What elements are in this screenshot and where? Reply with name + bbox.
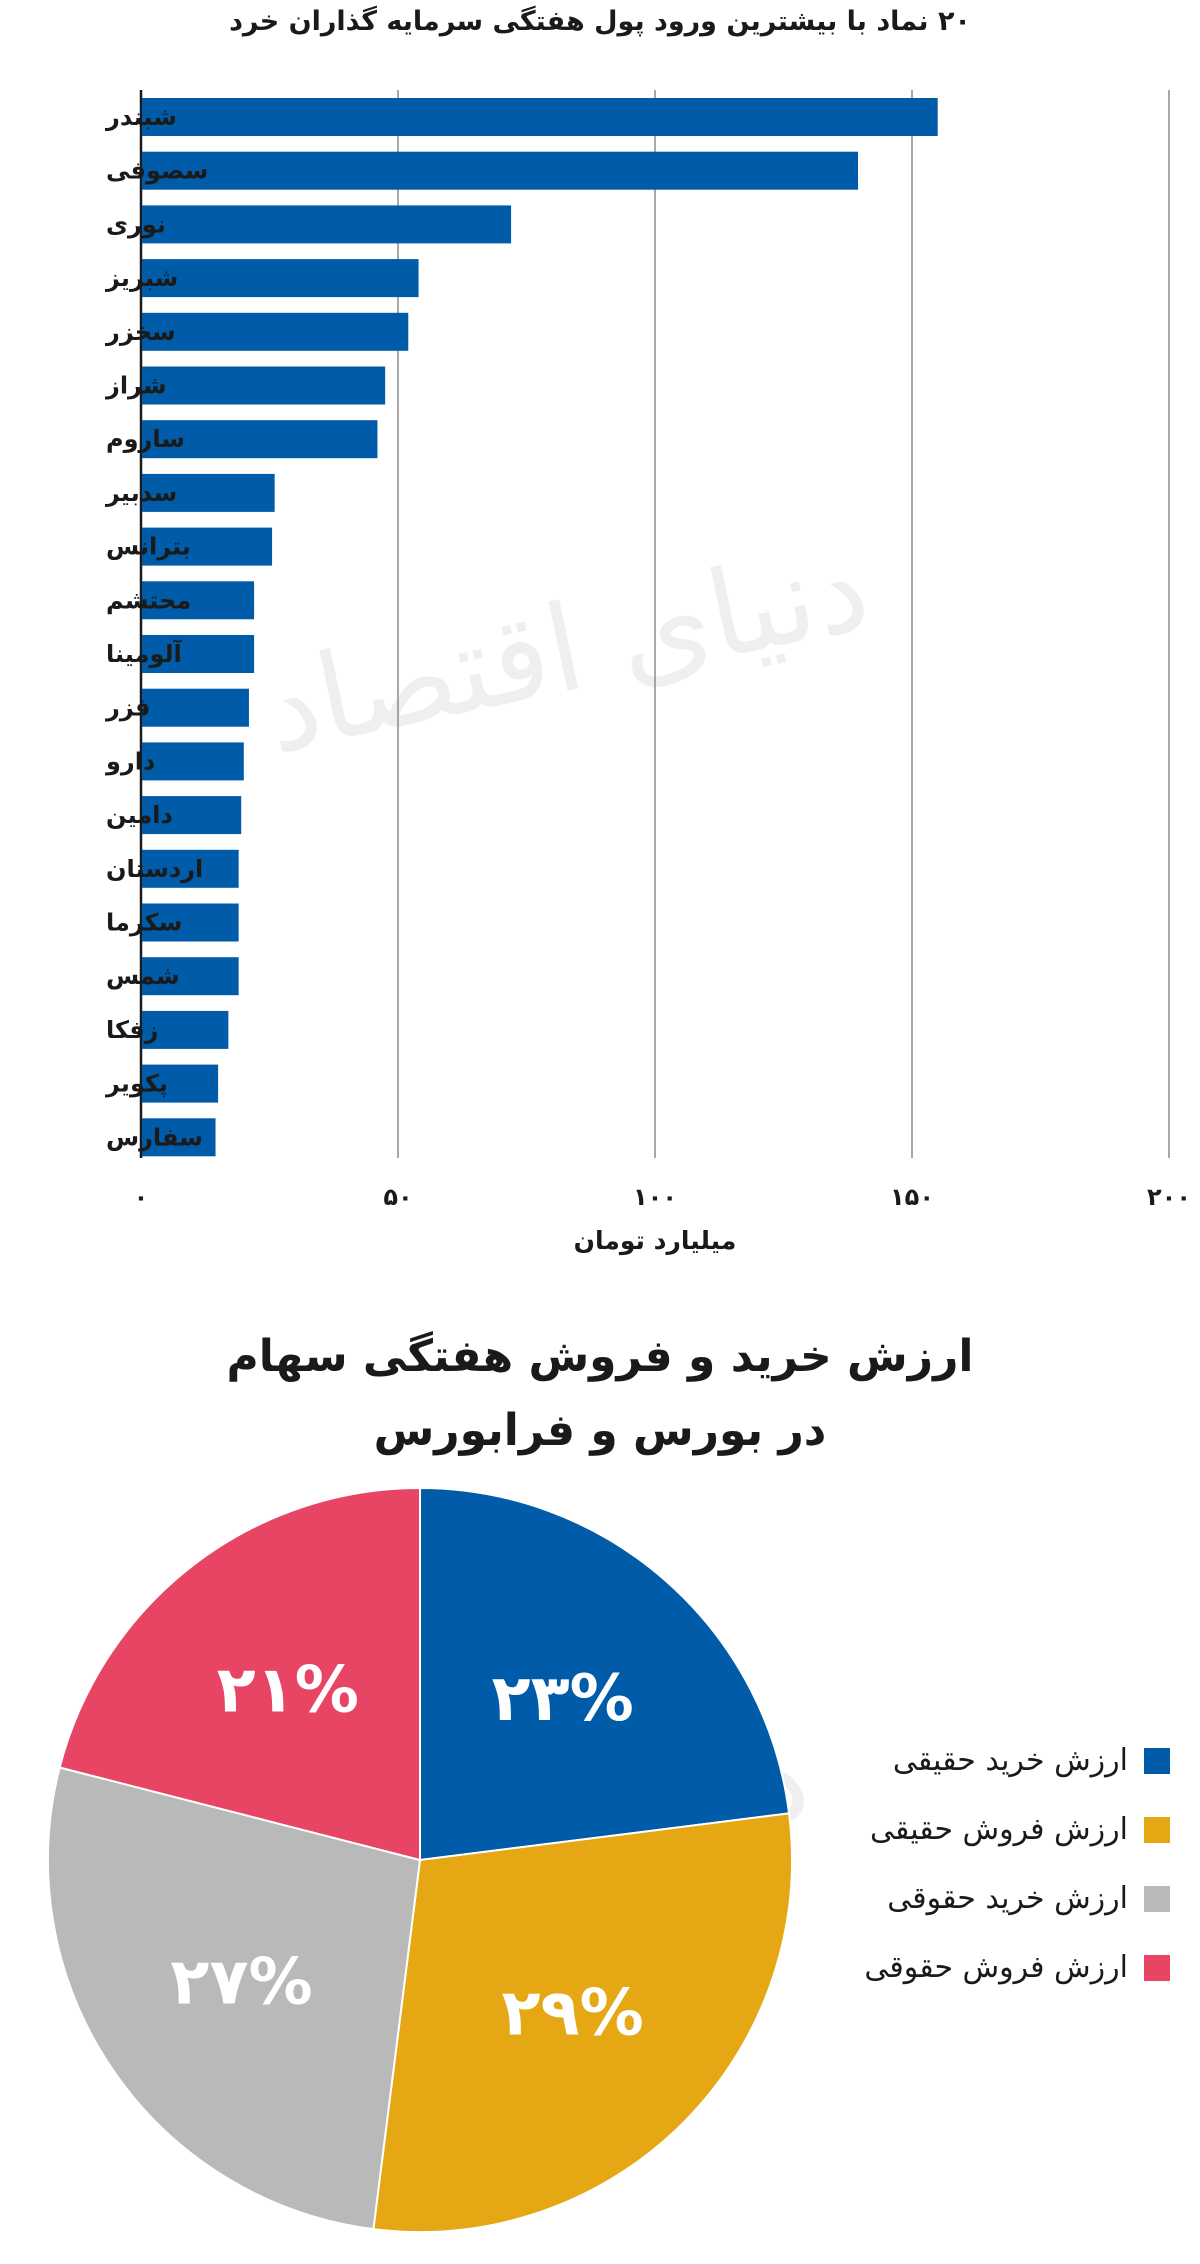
legend-item: ارزش خرید حقوقی [830,1864,1170,1933]
category-label: دارو [105,747,155,775]
pie-slice [47,1766,422,2231]
category-label: شراز [105,372,167,400]
bar [142,205,512,244]
category-label: فزر [105,694,150,722]
bar [142,903,239,942]
bar [142,1010,229,1049]
category-label: بترانس [106,533,191,561]
slice-label: ۲۹% [501,1977,643,2051]
x-tick-label: ۲۰۰ [1147,1183,1191,1211]
bar [142,98,938,136]
x-tick-label: ۰ [134,1183,149,1211]
bar [142,151,859,190]
pie-title-line-2: در بورس و فرابورس [373,1405,827,1456]
legend-item: ارزش فروش حقیقی [830,1795,1170,1864]
bar [142,796,242,835]
bar [142,366,386,405]
category-label: ساروم [106,425,185,453]
slice-label: ۲۷% [170,1945,312,2019]
bar [142,957,239,996]
bar [142,312,409,351]
x-tick-label: ۱۰۰ [633,1183,677,1211]
category-label: دامین [106,801,173,829]
category-label: سکرما [106,909,182,937]
bar [142,1118,216,1157]
pie-slice [58,1486,421,1862]
pie-legend: ارزش خرید حقیقی ارزش فروش حقیقی ارزش خرید … [830,1726,1170,2002]
bar [142,742,244,781]
category-label: پکویر [105,1070,168,1098]
slice-label: ۲۱% [217,1654,359,1728]
category-label: سدبیر [105,479,177,507]
bar [142,473,275,512]
bar [142,420,378,459]
legend-item: ارزش فروش حقوقی [830,1933,1170,2002]
legend-swatch [1144,1954,1170,1981]
legend-swatch [1144,1816,1170,1843]
pie-slice [372,1812,793,2234]
category-label: محتشم [106,586,191,614]
category-label: شبندر [105,103,177,131]
bar-chart-title: ۲۰ نماد با بیشترین ورود پول هفتگی سرمایه… [229,6,971,37]
legend-label: ارزش خرید حقوقی [887,1881,1128,1916]
bar [142,688,249,727]
category-label: شبریز [105,264,178,292]
x-tick-label: ۵۰ [383,1183,412,1211]
pie-chart-title: ارزش خرید و فروش هفتگی سهام در بورس و فر… [0,1320,1200,1468]
x-axis-label: میلیارد تومان [574,1226,737,1256]
slice-label: ۲۳% [492,1662,634,1736]
category-label: سفارس [106,1123,203,1151]
legend-label: ارزش خرید حقیقی [892,1743,1128,1778]
pie-title-line-1: ارزش خرید و فروش هفتگی سهام [226,1331,974,1382]
category-label: آلومینا [106,639,183,668]
legend-swatch [1144,1747,1170,1774]
bar [142,581,255,620]
category-label: زفکا [106,1016,159,1044]
bar [142,527,273,566]
bar [142,635,255,673]
category-label: سخزر [105,318,176,346]
legend-item: ارزش خرید حقیقی [830,1726,1170,1795]
pie-slice [419,1486,791,1862]
category-label: سصوفی [106,157,208,185]
legend-swatch [1144,1885,1170,1912]
bar-chart: شبندر سصوفی نوری شبریز سخزر شراز ساروم سدبیر بتر… [105,90,1191,1256]
bar [142,259,419,298]
legend-label: ارزش فروش حقوقی [864,1950,1128,1985]
legend-label: ارزش فروش حقیقی [870,1812,1128,1847]
category-label: شمس [106,962,180,990]
category-label: اردستان [106,855,203,883]
bar [142,1064,219,1103]
category-label: نوری [106,210,166,238]
bar [142,849,239,888]
x-tick-label: ۱۵۰ [890,1183,934,1211]
